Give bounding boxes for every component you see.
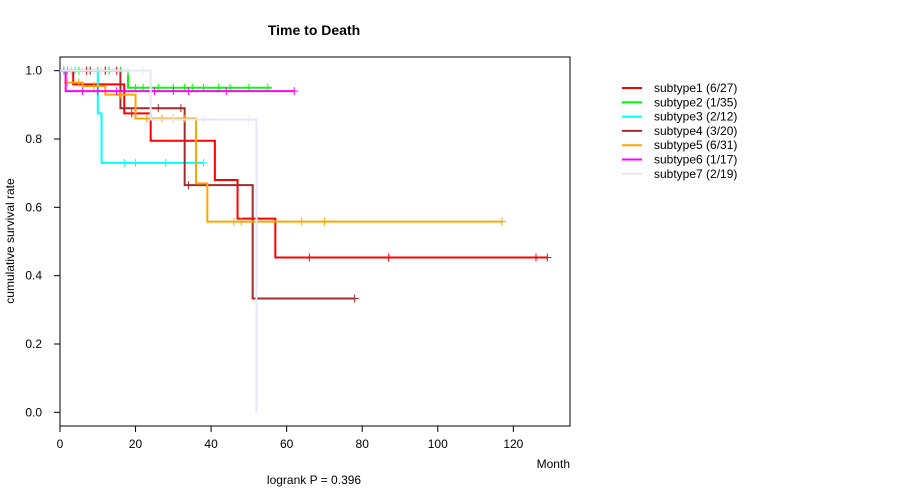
x-tick-label: 120 [503, 437, 523, 451]
y-tick-label: 0.6 [25, 200, 42, 214]
censor-mark [184, 87, 193, 96]
censor-mark [290, 87, 299, 96]
series-6 [60, 69, 299, 96]
legend-label: subtype5 (6/31) [654, 138, 737, 152]
censor-mark [169, 115, 178, 124]
legend-label: subtype4 (3/20) [654, 124, 737, 138]
censor-mark [74, 78, 83, 87]
censor-mark [543, 253, 552, 262]
legend-label: subtype6 (1/17) [654, 153, 737, 167]
censor-mark [150, 87, 159, 96]
x-axis-label: Month [537, 457, 570, 471]
censor-mark [154, 104, 163, 113]
censor-mark [161, 158, 170, 167]
y-axis-label: cumulative survival rate [3, 178, 17, 304]
legend-label: subtype1 (6/27) [654, 81, 737, 95]
censor-mark [78, 66, 87, 75]
censor-mark [97, 66, 106, 75]
x-tick-label: 80 [356, 437, 370, 451]
survival-curve [60, 69, 355, 300]
series-5 [60, 69, 506, 226]
y-tick-label: 0.4 [25, 269, 42, 283]
censor-mark [142, 114, 151, 123]
censor-mark [199, 158, 208, 167]
series-4 [60, 66, 359, 303]
y-axis: 0.0 0.2 0.4 0.6 0.8 1.0 [25, 64, 60, 419]
series-layer [59, 66, 552, 413]
censor-mark [297, 217, 306, 226]
chart-title: Time to Death [268, 22, 360, 38]
series-7 [60, 66, 258, 413]
censor-mark [184, 181, 193, 190]
y-tick-label: 1.0 [25, 64, 42, 78]
x-tick-label: 20 [129, 437, 143, 451]
legend: subtype1 (6/27)subtype2 (1/35)subtype3 (… [622, 81, 737, 181]
censor-mark [139, 66, 148, 75]
y-tick-label: 0.2 [25, 337, 42, 351]
censor-mark [90, 66, 98, 75]
censor-mark [93, 87, 102, 96]
censor-mark [229, 217, 238, 226]
censor-mark [124, 66, 132, 75]
x-tick-label: 0 [57, 437, 64, 451]
censor-mark [237, 217, 246, 226]
censor-mark [120, 158, 129, 167]
legend-label: subtype7 (2/19) [654, 167, 737, 181]
censor-mark [305, 253, 314, 262]
censor-mark [78, 87, 87, 96]
censor-mark [244, 115, 253, 124]
censor-mark [350, 294, 359, 303]
censor-mark [169, 87, 178, 96]
censor-mark [158, 114, 166, 123]
censor-mark [384, 253, 393, 262]
logrank-annotation: logrank P = 0.396 [267, 473, 362, 487]
censor-mark [199, 115, 208, 124]
censor-mark [498, 217, 506, 226]
censor-mark [222, 87, 231, 96]
censor-mark [112, 87, 121, 96]
x-tick-label: 40 [204, 437, 218, 451]
survival-curve [60, 69, 548, 259]
censor-mark [180, 114, 189, 123]
legend-label: subtype2 (1/35) [654, 95, 737, 109]
y-tick-label: 0.8 [25, 132, 42, 146]
x-axis: 0 20 40 60 80 100 120 [57, 426, 524, 451]
series-1 [59, 66, 552, 262]
censor-mark [532, 253, 540, 262]
censor-mark [108, 66, 117, 75]
censor-mark [320, 217, 329, 226]
plot-frame [59, 56, 571, 427]
survival-curve [60, 69, 258, 413]
survival-curve [60, 69, 502, 223]
x-tick-label: 100 [428, 437, 448, 451]
legend-label: subtype3 (2/12) [654, 110, 737, 124]
x-tick-label: 60 [280, 437, 294, 451]
censor-mark [67, 66, 76, 75]
y-tick-label: 0.0 [25, 405, 42, 419]
censor-mark [176, 104, 185, 113]
censor-mark [90, 82, 98, 91]
censor-mark [131, 158, 140, 167]
